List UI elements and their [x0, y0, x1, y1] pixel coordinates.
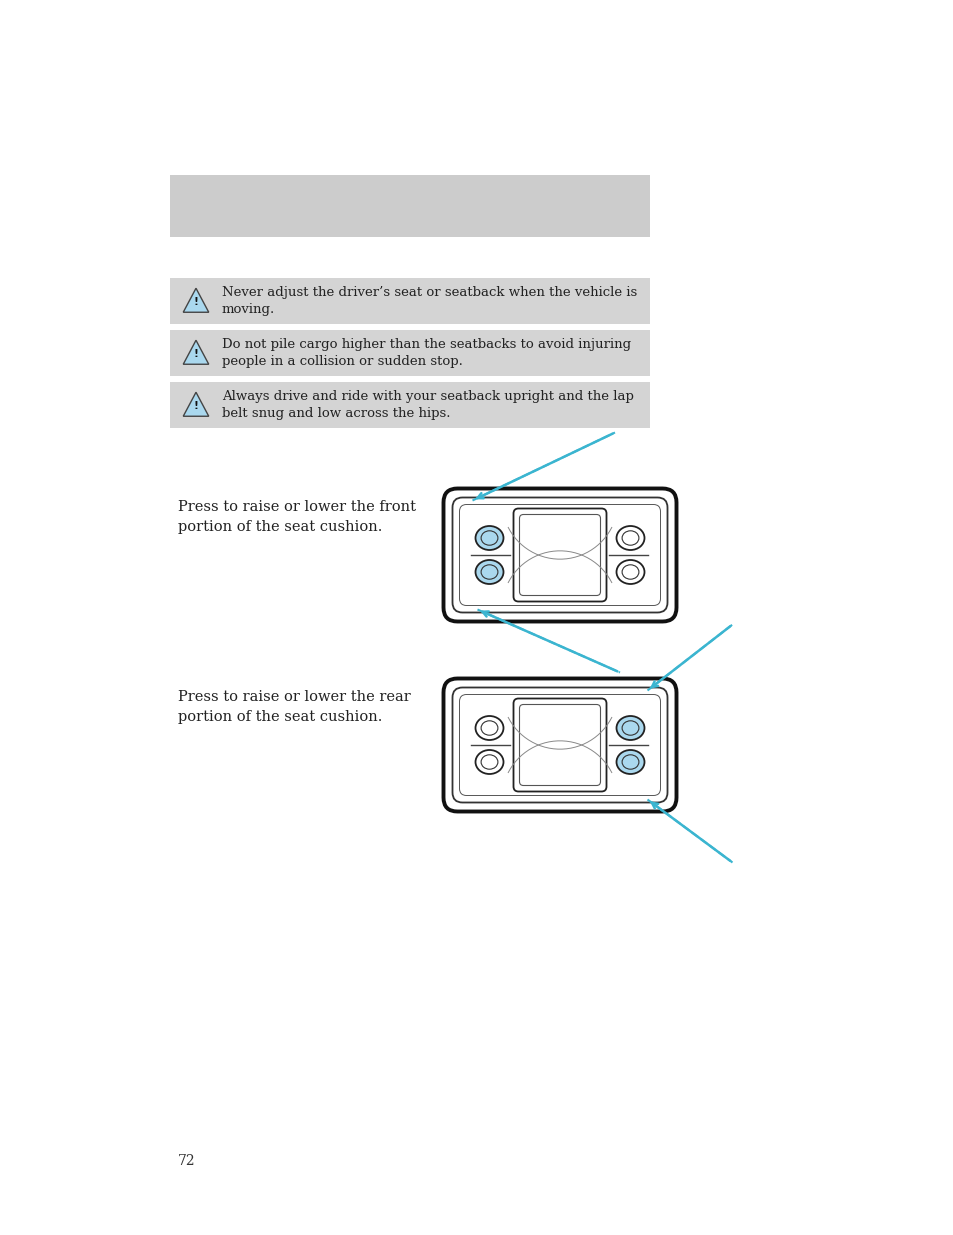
Ellipse shape [475, 526, 503, 550]
Text: !: ! [193, 400, 198, 411]
Text: Never adjust the driver’s seat or seatback when the vehicle is
moving.: Never adjust the driver’s seat or seatba… [222, 285, 637, 316]
Text: Press to raise or lower the rear
portion of the seat cushion.: Press to raise or lower the rear portion… [178, 690, 411, 724]
Polygon shape [183, 341, 209, 364]
Ellipse shape [480, 564, 497, 579]
FancyBboxPatch shape [466, 511, 653, 599]
FancyBboxPatch shape [443, 678, 676, 811]
Ellipse shape [621, 755, 639, 769]
Ellipse shape [616, 716, 644, 740]
Bar [170, 330, 649, 375]
FancyBboxPatch shape [457, 693, 661, 798]
FancyBboxPatch shape [519, 515, 599, 595]
Text: !: ! [193, 348, 198, 358]
Text: !: ! [193, 296, 198, 306]
Ellipse shape [475, 559, 503, 584]
FancyBboxPatch shape [466, 701, 653, 788]
Text: Always drive and ride with your seatback upright and the lap
belt snug and low a: Always drive and ride with your seatback… [222, 390, 633, 420]
FancyBboxPatch shape [452, 688, 667, 803]
FancyBboxPatch shape [459, 505, 659, 605]
Ellipse shape [621, 721, 639, 735]
FancyBboxPatch shape [462, 508, 657, 603]
Ellipse shape [616, 559, 644, 584]
Text: Press to raise or lower the front
portion of the seat cushion.: Press to raise or lower the front portio… [178, 500, 416, 534]
Ellipse shape [480, 531, 497, 545]
Bar [170, 175, 649, 237]
Ellipse shape [475, 716, 503, 740]
Ellipse shape [480, 721, 497, 735]
FancyBboxPatch shape [513, 509, 606, 601]
Ellipse shape [616, 526, 644, 550]
FancyBboxPatch shape [459, 694, 659, 795]
Bar [170, 278, 649, 324]
Text: 72: 72 [178, 1153, 195, 1168]
FancyBboxPatch shape [462, 698, 657, 793]
FancyBboxPatch shape [457, 503, 661, 608]
Polygon shape [183, 393, 209, 416]
Ellipse shape [480, 755, 497, 769]
FancyBboxPatch shape [519, 704, 599, 785]
FancyBboxPatch shape [452, 498, 667, 613]
Ellipse shape [475, 750, 503, 774]
Ellipse shape [621, 564, 639, 579]
Ellipse shape [621, 531, 639, 545]
Text: Do not pile cargo higher than the seatbacks to avoid injuring
people in a collis: Do not pile cargo higher than the seatba… [222, 337, 631, 368]
Bar [170, 382, 649, 429]
FancyBboxPatch shape [513, 699, 606, 792]
Ellipse shape [616, 750, 644, 774]
Polygon shape [183, 288, 209, 312]
FancyBboxPatch shape [443, 489, 676, 621]
